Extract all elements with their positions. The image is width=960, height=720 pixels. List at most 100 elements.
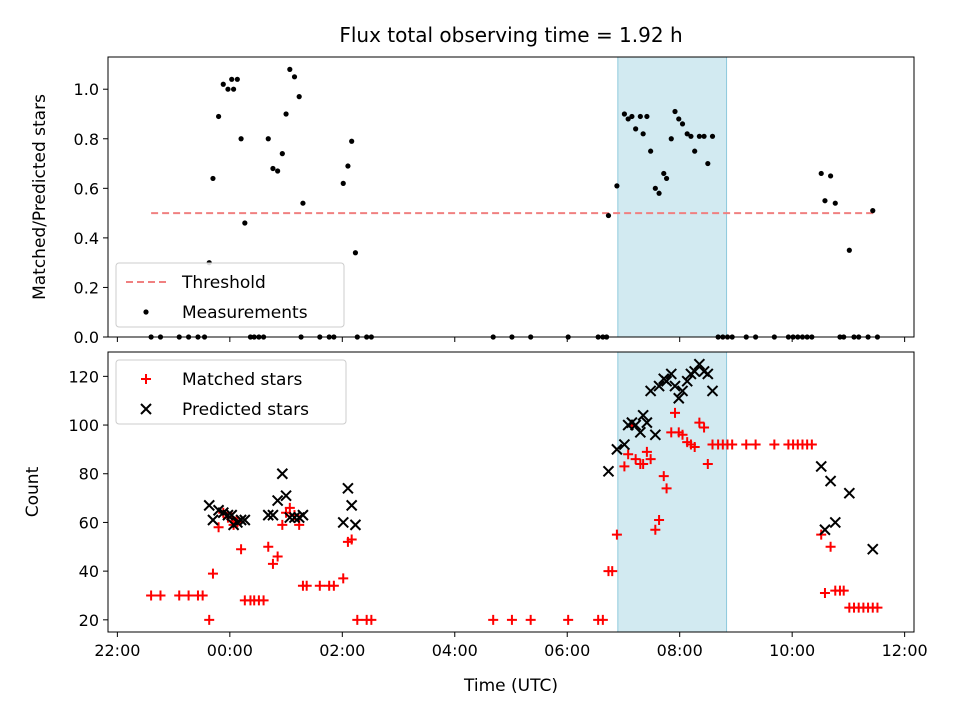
plot-frame-bottom [107,351,915,633]
data-point [621,111,628,117]
series-predicted-stars [203,358,879,555]
data-point [275,168,281,174]
data-point [676,116,682,122]
data-point [641,446,652,457]
data-point [669,380,681,392]
y-tick-label: 0.4 [74,229,99,248]
data-point [349,519,362,531]
data-point [280,489,292,502]
data-point [872,602,883,613]
data-point [623,449,634,460]
data-point [291,74,298,80]
data-point [146,590,157,601]
data-point [338,573,349,584]
data-point [692,148,698,154]
plot-frame-top [107,56,915,338]
x-tick-label: 08:00 [657,641,703,660]
data-point [654,515,665,525]
data-point [660,375,673,387]
data-point [699,422,710,433]
data-point [345,499,358,512]
data-point [673,392,685,404]
legend-swatch [140,403,152,415]
x-tick-label: 02:00 [319,641,365,660]
y-tick-label: 60 [79,513,99,532]
data-point [681,375,693,387]
data-point [867,543,879,555]
data-point [653,380,665,392]
legend-swatch [141,374,151,384]
data-point [265,136,271,142]
data-point [340,180,346,186]
data-point [222,509,234,521]
data-point [629,419,642,431]
legend-box [115,262,345,328]
data-point [276,468,289,480]
y-tick-label: 0.0 [74,328,99,347]
data-point [287,66,293,72]
data-point [684,131,690,137]
data-point [279,151,285,157]
series-matched-stars [146,407,883,625]
data-point [270,165,276,172]
data-point [650,524,661,535]
data-point [693,358,706,370]
y-tick-label: 120 [68,367,99,386]
data-point [832,200,838,206]
data-point [652,185,658,191]
data-point [709,133,716,139]
data-point [197,590,208,601]
data-point [640,131,646,137]
data-point [619,461,630,472]
data-point [637,113,643,120]
y-axis-label-bottom: Count [23,466,43,517]
data-point [605,212,612,219]
data-point [701,133,707,139]
y-tick-label: 0.8 [74,130,99,149]
data-point [235,514,247,526]
data-point [301,580,312,591]
data-point [846,247,852,253]
data-point [352,250,359,256]
data-point [656,190,662,196]
data-point [648,148,654,154]
data-point [284,502,295,513]
data-point [297,509,309,521]
data-point [727,439,738,450]
data-point [277,519,288,530]
data-point [155,590,166,601]
data-point [630,454,641,465]
data-point [345,163,351,169]
data-point [822,198,828,204]
data-point [668,136,674,142]
data-point [829,516,841,529]
data-point [663,175,670,182]
chart-title: Flux total observing time = 1.92 h [339,23,682,47]
data-point [263,541,274,552]
data-point [694,417,705,428]
data-point [203,499,215,512]
y-tick-label: 40 [79,562,99,581]
data-point [843,487,856,499]
y-tick-label: 0.6 [74,179,99,198]
data-point [226,509,238,521]
legend-label: Measurements [182,303,308,323]
observing-window-highlight [617,56,728,338]
data-point [607,566,618,577]
data-point [230,86,237,92]
y-axis-label-top: Matched/Predicted stars [30,94,50,300]
data-point [349,138,355,144]
data-point [838,585,849,596]
data-point [220,81,226,87]
bottom-panel: 22:00 00:00 02:00 04:00 06:00 08:00 10:00 12:00… [23,351,928,660]
data-point [825,541,836,552]
data-point [637,409,649,422]
data-point [352,614,363,625]
data-point [611,443,623,456]
data-point [213,522,224,533]
data-point [661,170,667,177]
x-axis-label: Time (UTC) [463,676,558,696]
data-point [229,76,235,82]
data-point [283,111,289,117]
